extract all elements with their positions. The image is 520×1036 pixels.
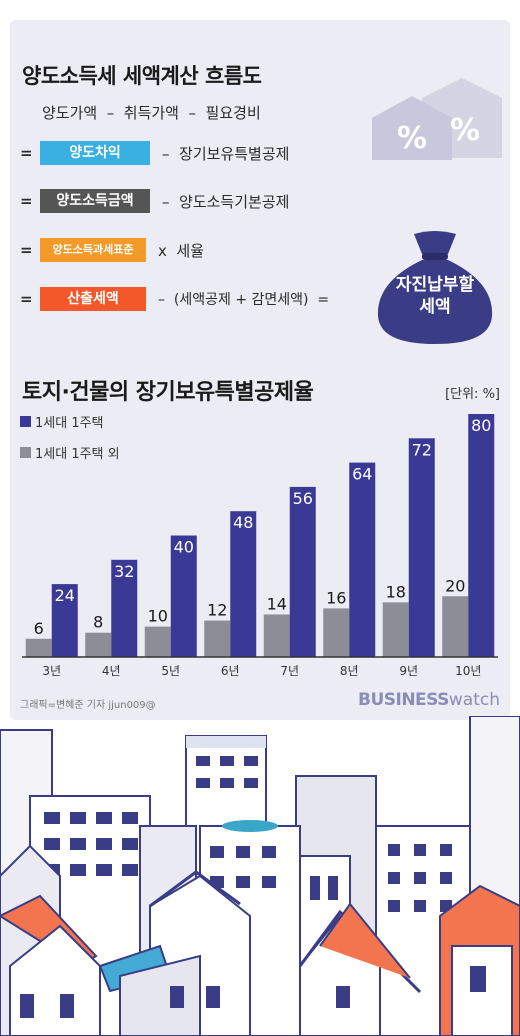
bar-single-home [51, 584, 78, 657]
bar-single-home [230, 511, 257, 657]
data-label: 10 [148, 607, 168, 626]
data-label: 72 [412, 440, 432, 459]
tag-income: 양도소득금액 [40, 189, 150, 213]
data-label: 14 [267, 594, 287, 613]
data-label: 64 [352, 465, 372, 484]
bar-single-home [349, 462, 376, 657]
unit-label: [단위: %] [445, 387, 500, 402]
bar-other [442, 596, 469, 657]
x-tick-label: 10년 [455, 664, 481, 678]
svg-text:%: % [450, 113, 480, 148]
equals-sign: = [20, 241, 33, 259]
flow-row-calculated: = 산출세액 – (세액공제 + 감면세액) = [20, 286, 329, 312]
result-label: 자진납부할 세액 [372, 274, 498, 318]
equals-sign: = [20, 144, 33, 162]
house-percent-icon: % % [372, 78, 502, 160]
result-line2: 세액 [419, 297, 451, 317]
legend-swatch [20, 416, 31, 427]
city-buildings-illustration [0, 716, 520, 1036]
data-label: 40 [174, 538, 194, 557]
tag-calculated: 산출세액 [40, 287, 146, 311]
data-label: 18 [386, 582, 406, 601]
equals-sign: = [20, 290, 33, 308]
legend-swatch [20, 447, 31, 458]
flow-row-taxbase: = 양도소득과세표준 x 세율 [20, 237, 204, 263]
flow-row-gain: = 양도차익 – 장기보유특별공제 [20, 140, 289, 166]
bar-single-home [408, 438, 435, 657]
flow-row-rest: – 양도소득기본공제 [162, 192, 290, 211]
legend-item-other: 1세대 1주택 외 [20, 443, 120, 462]
x-tick-label: 7년 [280, 664, 299, 678]
bar-other [382, 602, 409, 657]
data-label: 16 [326, 588, 346, 607]
data-label: 80 [471, 416, 491, 435]
data-label: 48 [233, 513, 253, 532]
data-label: 56 [293, 489, 313, 508]
x-tick-label: 3년 [42, 664, 61, 678]
svg-text:%: % [397, 121, 427, 156]
bar-other [85, 632, 112, 657]
flow-row-rest: – (세액공제 + 감면세액) = [158, 292, 330, 308]
flow-row-income: = 양도소득금액 – 양도소득기본공제 [20, 188, 289, 214]
flow-row-rest: – 장기보유특별공제 [162, 144, 290, 163]
bar-single-home [289, 486, 316, 657]
legend-label: 1세대 1주택 외 [35, 447, 120, 462]
data-label: 12 [207, 601, 227, 620]
bar-chart: 6 24 3년 8 32 4년 10 40 5년 12 48 6년 14 56 7년 16 64 8년 18 72 9년… [22, 414, 498, 678]
equals-sign: = [20, 192, 33, 210]
legend-label: 1세대 1주택 [35, 416, 104, 431]
money-bag-icon [377, 231, 493, 344]
brand-light: watch [448, 690, 500, 710]
tag-gain: 양도차익 [40, 141, 150, 165]
x-tick-label: 6년 [221, 664, 240, 678]
bar-other [144, 626, 171, 657]
x-tick-label: 8년 [340, 664, 359, 678]
x-tick-label: 9년 [399, 664, 418, 678]
bar-other [204, 620, 231, 657]
bar-single-home [111, 559, 138, 657]
data-label: 6 [34, 619, 44, 638]
data-label: 8 [93, 613, 103, 632]
result-line1: 자진납부할 [395, 275, 475, 295]
brand-logo: BUSINESSwatch [358, 690, 500, 710]
bar-other [263, 614, 290, 657]
flow-row-rest: x 세율 [158, 241, 205, 260]
tag-taxbase: 양도소득과세표준 [40, 238, 146, 262]
x-tick-label: 4년 [102, 664, 121, 678]
x-tick-label: 5년 [161, 664, 180, 678]
bar-other [323, 608, 350, 657]
flow-row-formula: 양도가액 – 취득가액 – 필요경비 [42, 104, 261, 122]
data-label: 20 [445, 576, 465, 595]
bar-other [25, 638, 52, 657]
data-label: 32 [114, 562, 134, 581]
bar-single-home [468, 414, 495, 657]
bar-single-home [170, 535, 197, 657]
brand-bold: BUSINESS [357, 690, 449, 710]
data-label: 24 [55, 586, 75, 605]
credit-text: 그래픽=변혜준 기자 jjun009@ [20, 700, 156, 711]
legend-item-single-home: 1세대 1주택 [20, 412, 104, 431]
flow-title: 양도소득세 세액계산 흐름도 [22, 64, 262, 88]
chart-title: 토지·건물의 장기보유특별공제율 [22, 380, 314, 405]
